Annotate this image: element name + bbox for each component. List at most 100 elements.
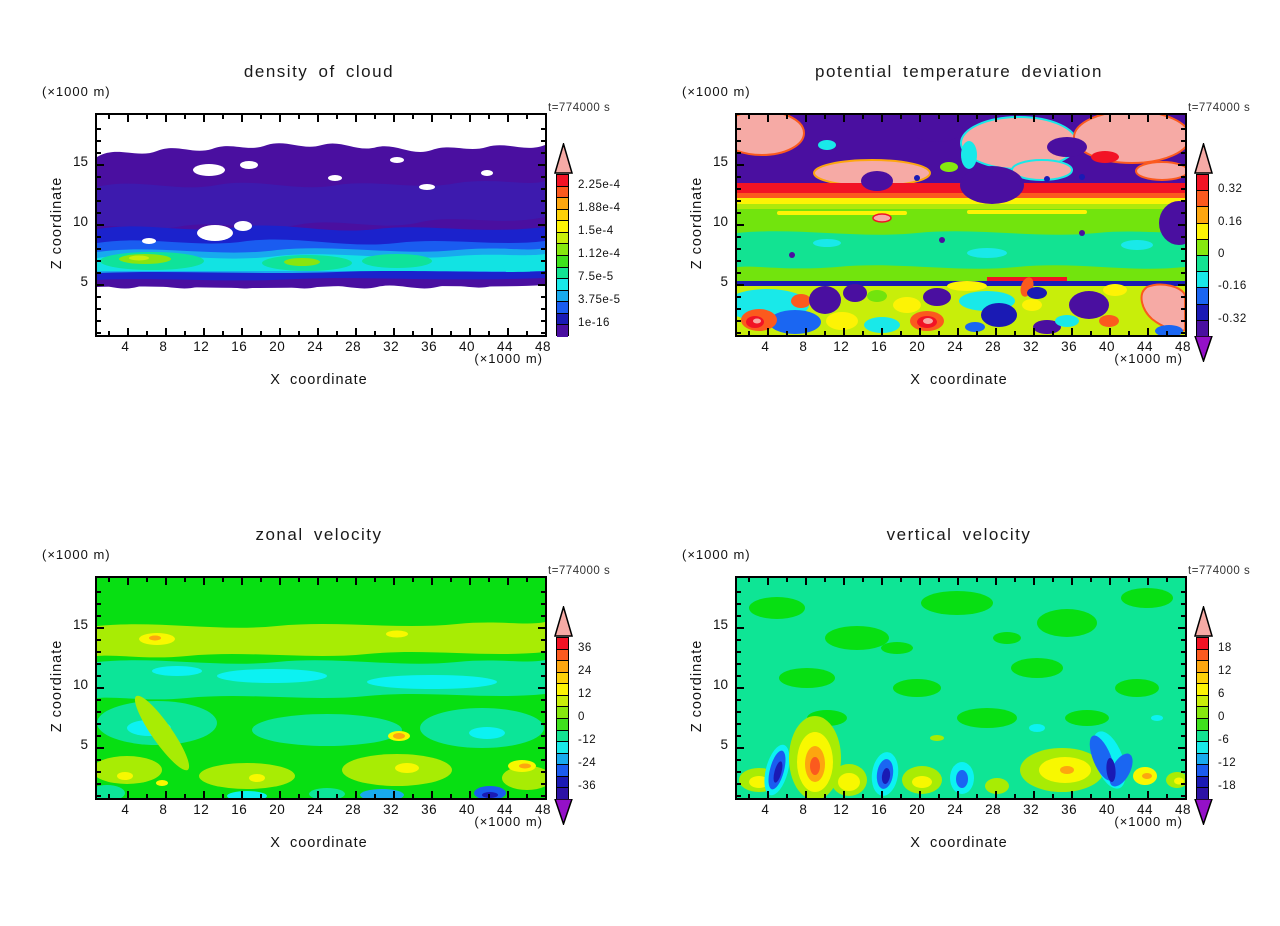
colorbar-label: 12	[578, 687, 592, 700]
tick-mark	[97, 151, 101, 154]
tick-mark	[97, 271, 101, 274]
tick-mark	[995, 578, 998, 585]
colorbar	[556, 174, 569, 337]
colorbar-segment	[1197, 707, 1208, 719]
tick-mark	[241, 578, 244, 585]
colorbar-label: 1.5e-4	[578, 224, 614, 237]
tick-mark	[541, 187, 545, 190]
tick-mark	[737, 271, 741, 274]
tick-mark	[737, 331, 741, 334]
tick-mark	[1181, 331, 1185, 334]
tick-mark	[541, 734, 545, 737]
colorbar-segment	[557, 221, 568, 233]
tick-mark	[1147, 578, 1150, 585]
tick-mark	[127, 791, 130, 798]
colorbar-segment	[557, 186, 568, 199]
colorbar-overflow-down-arrow	[1193, 798, 1213, 830]
tick-mark	[450, 115, 453, 119]
colorbar-segment	[557, 730, 568, 743]
tick-mark	[97, 674, 101, 677]
tick-mark	[1128, 115, 1131, 119]
tick-mark	[938, 578, 941, 582]
colorbar	[1196, 637, 1209, 800]
tick-mark	[824, 794, 827, 798]
y-unit-label: (×1000 m)	[682, 84, 751, 99]
colorbar-label: 1.88e-4	[578, 201, 621, 214]
tick-mark	[97, 319, 101, 322]
colorbar-label: 0.32	[1218, 183, 1243, 196]
tick-mark	[260, 794, 263, 798]
tick-mark	[298, 115, 301, 119]
tick-mark	[507, 328, 510, 335]
tick-mark	[336, 578, 339, 582]
tick-mark	[1181, 235, 1185, 238]
colorbar-segment	[1197, 175, 1208, 192]
tick-mark	[97, 722, 101, 725]
tick-mark	[1181, 319, 1185, 322]
x-tick-label: 4	[761, 339, 770, 354]
tick-mark	[919, 578, 922, 585]
tick-mark	[165, 578, 168, 585]
tick-mark	[541, 794, 545, 797]
tick-mark	[203, 328, 206, 335]
tick-mark	[222, 578, 225, 582]
x-tick-label: 4	[761, 802, 770, 817]
x-tick-label: 28	[985, 802, 1002, 817]
tick-mark	[737, 211, 741, 214]
tick-mark	[767, 328, 770, 335]
tick-mark	[1181, 307, 1185, 310]
x-unit-label: (×1000 m)	[1114, 351, 1183, 366]
x-tick-label: 4	[121, 339, 130, 354]
tick-mark	[541, 770, 545, 773]
tick-mark	[824, 115, 827, 119]
colorbar-segment	[557, 267, 568, 280]
tick-mark	[1166, 794, 1169, 798]
tick-mark	[995, 791, 998, 798]
tick-mark	[919, 328, 922, 335]
tick-mark	[97, 614, 101, 617]
tick-mark	[97, 139, 101, 142]
tick-mark	[97, 259, 101, 262]
tick-mark	[737, 650, 741, 653]
colorbar	[556, 637, 569, 800]
tick-mark	[900, 331, 903, 335]
panel-zonal-velocity: zonal velocity (×1000 m) t=774000 s Z co…	[0, 463, 640, 926]
tick-mark	[1181, 782, 1185, 785]
colorbar-label: -24	[578, 757, 597, 770]
tick-mark	[748, 115, 751, 119]
tick-mark	[317, 791, 320, 798]
tick-mark	[97, 770, 101, 773]
x-tick-label: 44	[1137, 802, 1154, 817]
tick-mark	[995, 328, 998, 335]
x-tick-label: 32	[1023, 339, 1040, 354]
tick-mark	[541, 139, 545, 142]
colorbar-label: -12	[578, 734, 597, 747]
x-tick-label: 44	[497, 802, 514, 817]
tick-mark	[317, 578, 320, 585]
tick-mark	[1014, 331, 1017, 335]
tick-mark	[541, 590, 545, 593]
tick-mark	[1090, 578, 1093, 582]
tick-mark	[97, 163, 104, 166]
tick-mark	[203, 578, 206, 585]
x-tick-label: 12	[833, 339, 850, 354]
tick-mark	[127, 328, 130, 335]
tick-mark	[541, 175, 545, 178]
tick-mark	[374, 578, 377, 582]
tick-mark	[748, 794, 751, 798]
tick-mark	[97, 626, 104, 629]
x-unit-label: (×1000 m)	[474, 351, 543, 366]
tick-mark	[146, 331, 149, 335]
tick-mark	[862, 794, 865, 798]
tick-mark	[298, 578, 301, 582]
x-tick-label: 20	[909, 339, 926, 354]
time-label: t=774000 s	[1188, 565, 1251, 577]
tick-mark	[737, 662, 741, 665]
tick-mark	[541, 211, 545, 214]
colorbar-segment	[557, 279, 568, 291]
tick-mark	[1181, 211, 1185, 214]
x-tick-label: 36	[421, 802, 438, 817]
tick-mark	[97, 199, 101, 202]
tick-mark	[737, 283, 744, 286]
colorbar-segment	[557, 765, 568, 777]
